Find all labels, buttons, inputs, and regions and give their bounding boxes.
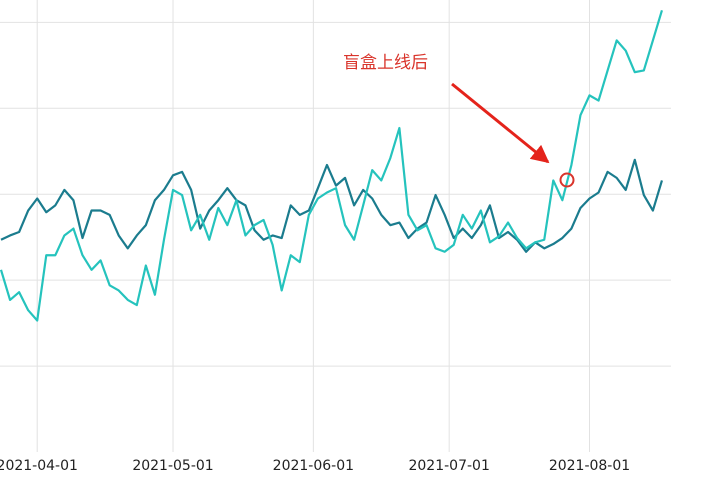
annotation-circle xyxy=(559,172,575,188)
x-tick-label: 2021-05-01 xyxy=(132,458,213,474)
x-tick-label: 2021-08-01 xyxy=(549,458,630,474)
plot-area xyxy=(0,9,664,322)
x-tick-label: 2021-06-01 xyxy=(273,458,354,474)
series-line xyxy=(0,158,664,253)
x-tick-label: 2021-04-01 xyxy=(0,458,78,474)
x-tick-label: 2021-07-01 xyxy=(408,458,489,474)
annotation-arrow xyxy=(451,82,550,164)
annotation-text: 盲盒上线后 xyxy=(343,53,428,73)
series-line xyxy=(0,9,664,322)
grid xyxy=(0,0,671,452)
